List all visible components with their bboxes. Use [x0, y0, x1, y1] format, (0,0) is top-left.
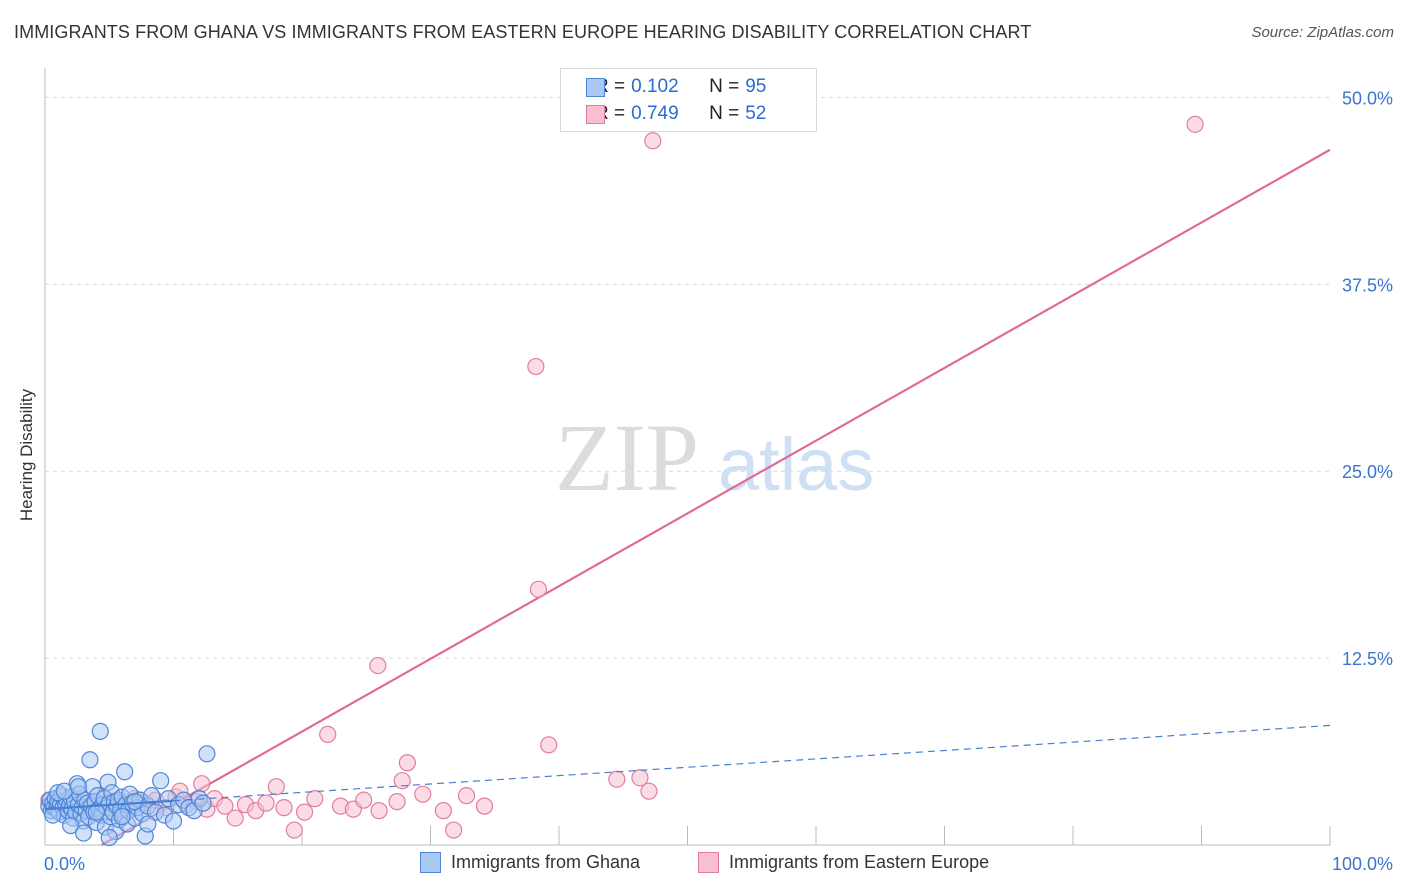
- ee-point-34: [398, 754, 416, 772]
- watermark-atlas: atlas: [718, 423, 874, 506]
- ee-point-19: [226, 809, 244, 827]
- ghana-n-value: 95: [745, 76, 767, 97]
- tick-labels: 12.5% 25.0% 37.5% 50.0% 0.0% 100.0%: [44, 88, 1393, 874]
- bottom-ee-swatch: [698, 852, 719, 873]
- bottom-legend-ghana: Immigrants from Ghana: [420, 852, 640, 873]
- ghana-point-73: [152, 772, 170, 790]
- ee-point-40: [475, 797, 494, 815]
- y-tick-label-0: 12.5%: [1342, 649, 1393, 669]
- ghana-point-94: [69, 778, 88, 796]
- ee-point-22: [257, 794, 275, 812]
- ee-point-46: [529, 580, 548, 598]
- ee-point-18: [216, 797, 234, 815]
- ghana-swatch: [586, 78, 605, 97]
- ee-point-32: [370, 802, 388, 820]
- ghana-trend-line-dashed: [173, 724, 1331, 802]
- ee-point-41: [540, 736, 558, 754]
- ghana-point-76: [164, 812, 183, 830]
- y-tick-label-2: 37.5%: [1342, 275, 1393, 295]
- ghana-point-87: [87, 803, 106, 821]
- ee-point-27: [306, 790, 324, 808]
- ghana-point-86: [74, 824, 93, 842]
- legend-row-ghana: R = 0.102 N = 95: [586, 74, 767, 100]
- bottom-ghana-swatch: [420, 852, 441, 873]
- ghana-point-83: [198, 745, 216, 763]
- ghana-point-90: [126, 793, 144, 811]
- ee-point-47: [527, 357, 545, 376]
- ee-n-value: 52: [745, 103, 767, 124]
- y-axis-title: Hearing Disability: [17, 388, 36, 522]
- ee-point-42: [608, 770, 626, 788]
- y-tick-label-3: 50.0%: [1342, 88, 1393, 108]
- watermark: ZIP atlas: [555, 404, 874, 511]
- correlation-legend: R = 0.102 N = 95 R = 0.749 N = 52: [560, 68, 817, 132]
- ee-point-43: [631, 769, 649, 787]
- y-tick-label-1: 25.0%: [1342, 462, 1393, 482]
- eastern-europe-swatch: [586, 105, 605, 124]
- ee-n-label: N =: [709, 103, 740, 124]
- ghana-point-91: [139, 815, 157, 833]
- ee-point-50: [193, 775, 211, 793]
- ee-r-value: 0.749: [631, 103, 679, 124]
- bottom-ee-label: Immigrants from Eastern Europe: [729, 852, 990, 872]
- ee-point-24: [275, 799, 293, 817]
- ghana-point-71: [143, 787, 161, 805]
- ghana-point-40: [91, 722, 109, 740]
- bottom-legend-eastern-europe: Immigrants from Eastern Europe: [698, 852, 989, 873]
- ghana-point-32: [81, 751, 99, 769]
- axes: [44, 68, 1330, 846]
- ee-point-35: [393, 772, 411, 790]
- trend-ghana: [44, 724, 1331, 811]
- ee-point-36: [414, 785, 432, 803]
- ee-point-48: [644, 132, 662, 150]
- x-tick-label-1: 100.0%: [1332, 854, 1393, 874]
- ee-point-26: [295, 803, 314, 821]
- ghana-n-label: N =: [709, 76, 740, 97]
- ghana-trend-line-solid: [44, 799, 174, 811]
- watermark-zip: ZIP: [555, 404, 699, 511]
- ee-point-38: [445, 821, 463, 839]
- ee-point-28: [319, 725, 337, 743]
- legend-row-eastern-europe: R = 0.749 N = 52: [586, 101, 767, 127]
- ee-trend-line: [100, 148, 1331, 846]
- ee-point-44: [640, 782, 658, 800]
- ghana-point-85: [62, 816, 80, 835]
- source-label: Source: ZipAtlas.com: [1251, 24, 1394, 41]
- ee-point-25: [285, 821, 303, 839]
- ee-point-45: [369, 656, 387, 675]
- ghana-point-93: [55, 782, 73, 800]
- trend-eastern-europe: [100, 148, 1331, 846]
- ghana-point-92: [44, 806, 62, 824]
- bottom-ghana-label: Immigrants from Ghana: [451, 852, 641, 872]
- ee-point-33: [388, 793, 406, 811]
- points-ghana: [40, 722, 216, 847]
- ghana-point-89: [113, 807, 131, 826]
- ee-point-37: [434, 802, 452, 820]
- ghana-r-value: 0.102: [631, 76, 679, 97]
- ee-point-31: [355, 791, 373, 809]
- ee-point-39: [457, 787, 476, 805]
- ghana-point-88: [100, 828, 118, 847]
- ee-point-23: [267, 778, 285, 796]
- ghana-point-82: [194, 794, 212, 812]
- ee-point-49: [1186, 115, 1204, 133]
- ghana-point-59: [116, 763, 134, 781]
- x-tick-label-0: 0.0%: [44, 854, 85, 874]
- chart-title: IMMIGRANTS FROM GHANA VS IMMIGRANTS FROM…: [14, 22, 1032, 42]
